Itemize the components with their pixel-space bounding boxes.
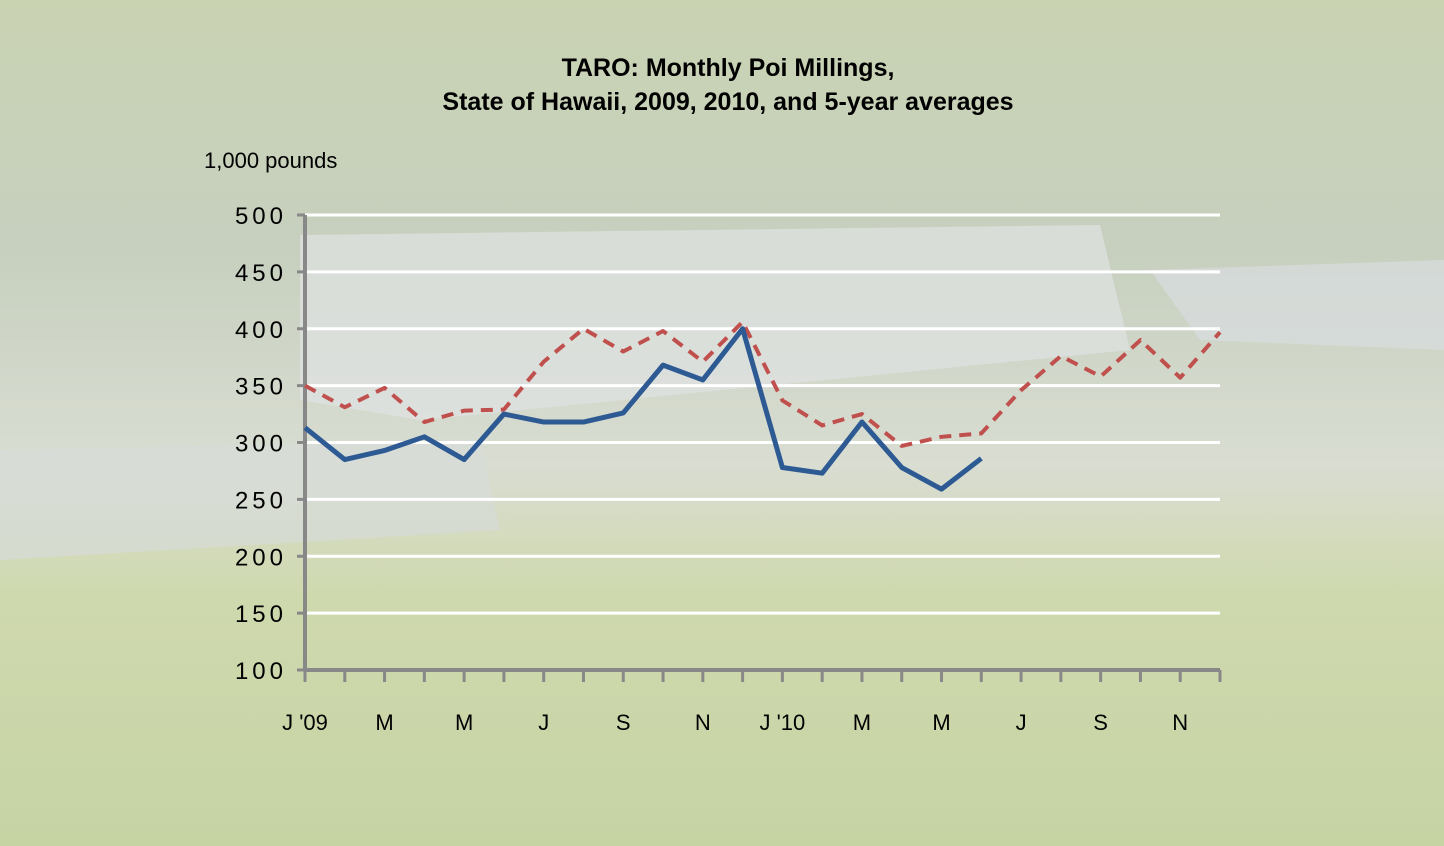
y-axis-label: 1,000 pounds <box>204 148 337 173</box>
y-tick-label: 450 <box>235 260 287 287</box>
y-tick-label: 400 <box>235 317 287 344</box>
series-line <box>304 319 1222 448</box>
x-tick-label: S <box>616 710 631 735</box>
x-tick-label: J '09 <box>282 710 328 735</box>
x-tick-label: M <box>375 710 393 735</box>
axes: 100 150 200 250 300 350 400 450 500 J '09 M M J S N J '… <box>235 203 1222 735</box>
x-tick-label: J <box>1016 710 1027 735</box>
background-paddy <box>300 225 1130 420</box>
background-paddy <box>1150 260 1444 350</box>
x-tick-label: J '10 <box>759 710 805 735</box>
x-tick-label: N <box>1172 710 1188 735</box>
y-tick-label: 200 <box>235 544 287 571</box>
y-tick-label: 350 <box>235 374 287 401</box>
y-tick-label: 100 <box>235 658 287 685</box>
x-tick-label: M <box>455 710 473 735</box>
x-tick-label: S <box>1093 710 1108 735</box>
y-tick-label: 150 <box>235 601 287 628</box>
background-paddy <box>0 440 500 560</box>
chart-subtitle: State of Hawaii, 2009, 2010, and 5-year … <box>442 88 1013 116</box>
lines <box>303 319 1222 492</box>
x-tick-label: M <box>853 710 871 735</box>
y-tick-label: 500 <box>235 203 287 230</box>
series-line <box>303 326 983 492</box>
x-tick-label: J <box>538 710 549 735</box>
x-tick-label: N <box>695 710 711 735</box>
y-tick-label: 250 <box>235 487 287 514</box>
y-tick-label: 300 <box>235 431 287 458</box>
x-tick-label: M <box>932 710 950 735</box>
chart-title: TARO: Monthly Poi Millings, <box>562 54 895 82</box>
